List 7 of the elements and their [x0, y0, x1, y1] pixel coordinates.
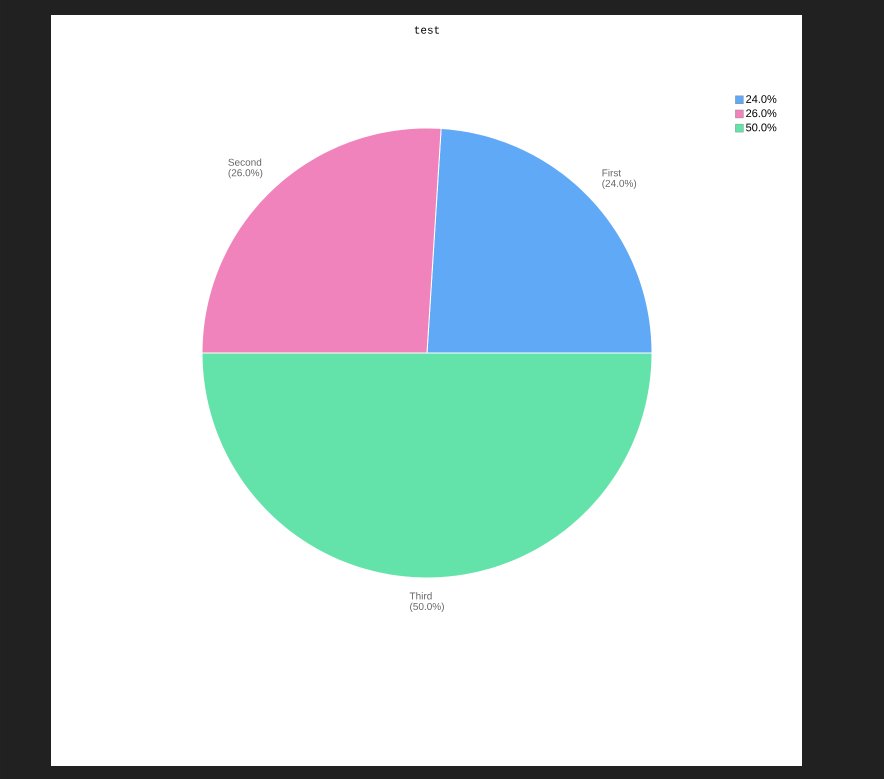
- data-label: Second (26.0%): [228, 158, 262, 178]
- legend-label: 26.0%: [746, 109, 776, 118]
- chart-title: test: [414, 26, 440, 34]
- legend-label: 24.0%: [746, 95, 776, 103]
- data-label: Third (50.0%): [410, 592, 444, 612]
- legend-label: 50.0%: [746, 124, 776, 132]
- data-label: First (24.0%): [602, 169, 636, 189]
